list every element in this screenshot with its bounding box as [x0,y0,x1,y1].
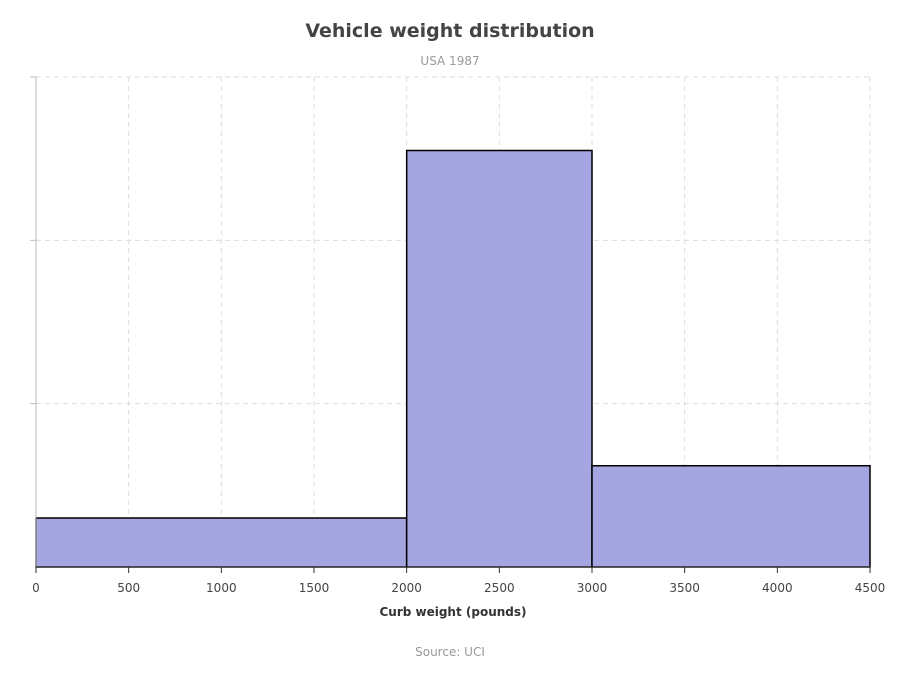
x-tick-label: 1500 [299,581,330,595]
x-tick-label: 2500 [484,581,515,595]
histogram-bar[interactable] [35,517,408,568]
x-tick-label: 2000 [391,581,422,595]
x-axis-title: Curb weight (pounds) [379,605,526,619]
x-tick-label: 1000 [206,581,237,595]
chart-source: Source: UCI [415,645,485,659]
x-tick-label: 4000 [762,581,793,595]
chart-title: Vehicle weight distribution [305,20,595,42]
chart-subtitle: USA 1987 [420,54,480,68]
histogram-bar[interactable] [405,149,593,568]
bars-layer [35,149,871,568]
x-tick-label: 500 [117,581,140,595]
x-tick-label: 3000 [577,581,608,595]
x-tick-label: 3500 [669,581,700,595]
histogram-bar[interactable] [591,464,871,568]
x-tick-label: 0 [32,581,40,595]
axis-layer: 0 500 1000 1500 2000 2500 3000 3500 4000 4500 [30,76,886,595]
x-tick-label: 4500 [855,581,886,595]
